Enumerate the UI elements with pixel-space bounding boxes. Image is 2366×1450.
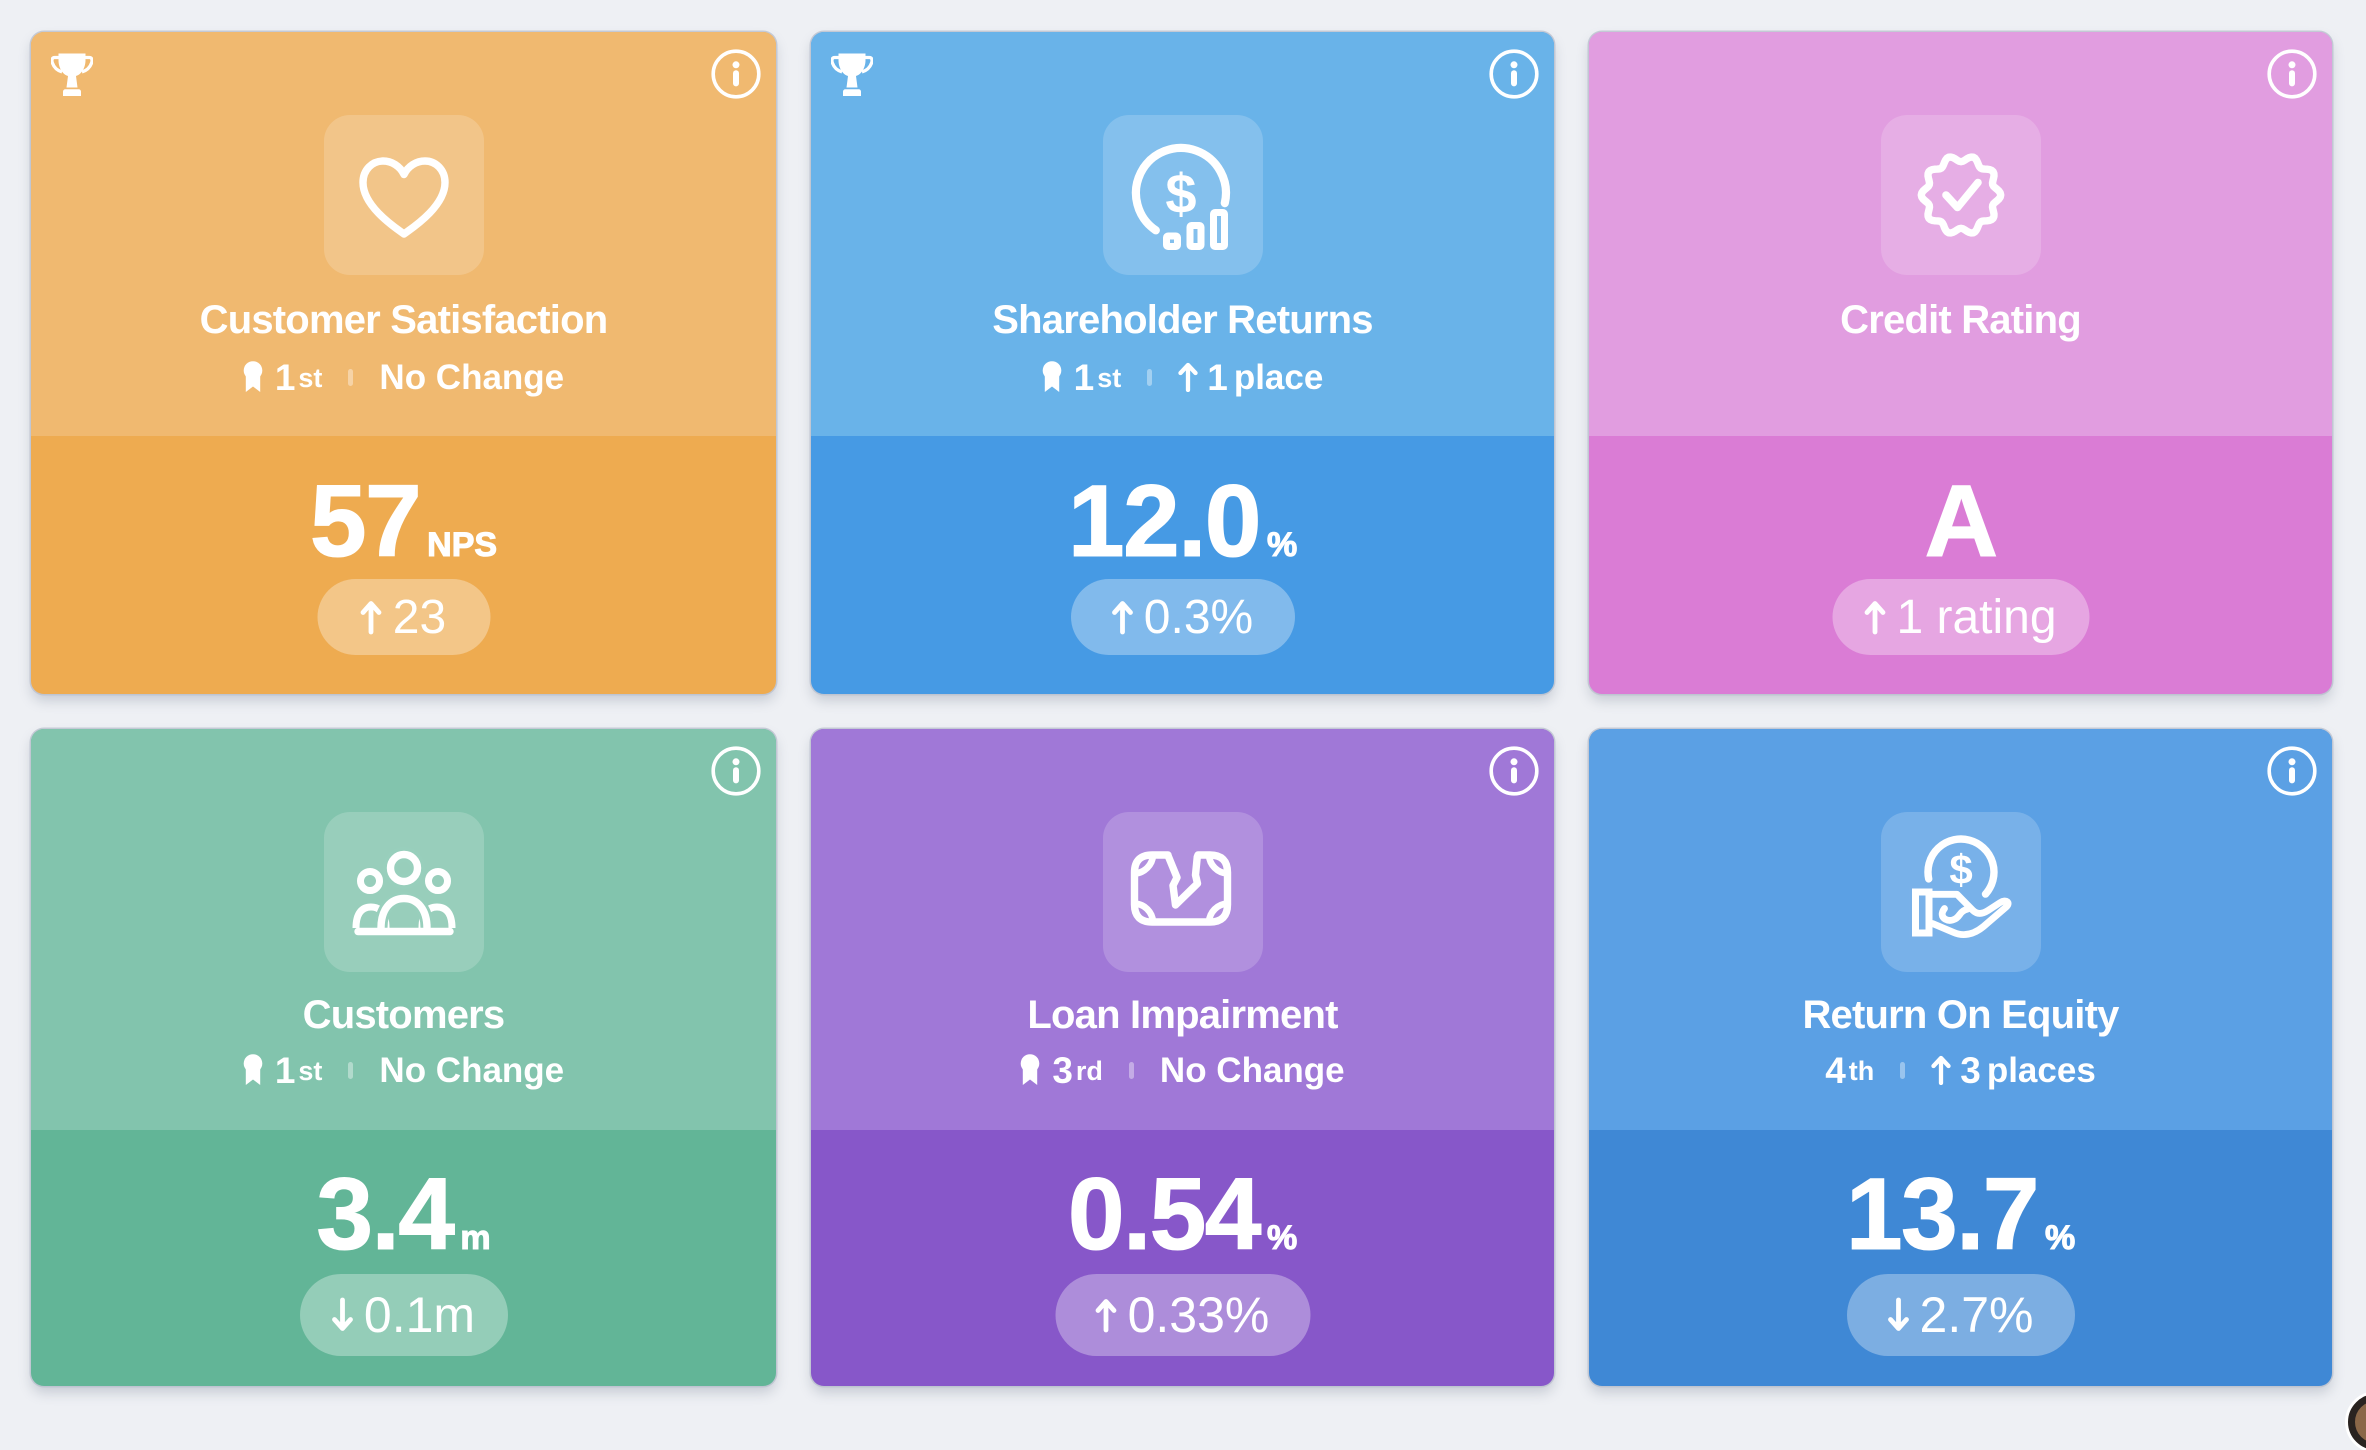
- svg-text:$: $: [1165, 162, 1196, 225]
- svg-text:$: $: [1949, 846, 1972, 893]
